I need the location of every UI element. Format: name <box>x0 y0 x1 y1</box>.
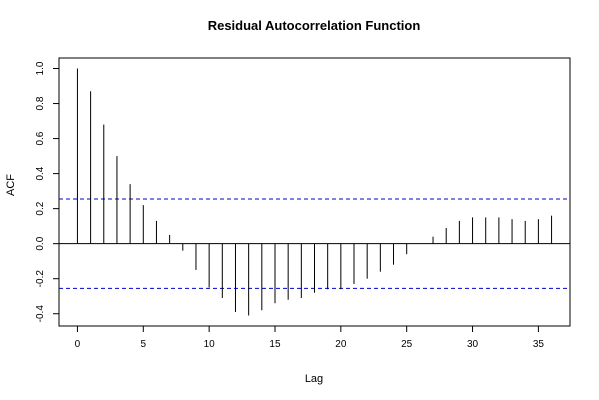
y-tick-label: -0.4 <box>35 305 46 323</box>
y-tick-label: 1.0 <box>35 61 46 75</box>
x-tick-label: 25 <box>401 339 413 350</box>
y-tick-label: -0.2 <box>35 270 46 288</box>
x-tick-label: 35 <box>533 339 545 350</box>
x-tick-label: 10 <box>204 339 216 350</box>
y-tick-label: 0.0 <box>35 236 46 250</box>
y-axis-label: ACF <box>5 174 17 196</box>
chart-title: Residual Autocorrelation Function <box>208 18 421 33</box>
plot-area: 0 5 10 15 20 25 30 35 -0.4 -0.2 0.0 0.2 0.4 0.6 0.8 1.0 <box>35 57 571 350</box>
x-tick-label: 15 <box>269 339 281 350</box>
x-tick-label: 30 <box>467 339 479 350</box>
y-tick-label: 0.2 <box>35 201 46 215</box>
plot-frame <box>58 57 571 327</box>
y-tick-label: 0.6 <box>35 131 46 145</box>
y-tick-label: 0.8 <box>35 96 46 110</box>
x-axis-label: Lag <box>305 373 323 385</box>
x-tick-label: 20 <box>335 339 347 350</box>
x-tick-label: 0 <box>75 339 81 350</box>
y-tick-label: 0.4 <box>35 166 46 180</box>
x-tick-label: 5 <box>141 339 147 350</box>
